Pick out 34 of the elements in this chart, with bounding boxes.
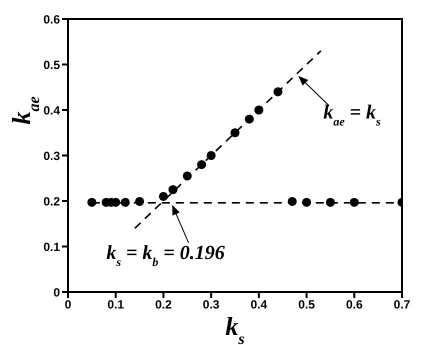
point — [254, 105, 264, 115]
point — [158, 192, 168, 201]
x-tick-label: 0.3 — [202, 298, 220, 312]
point — [273, 87, 282, 96]
x-tick-label: 0.4 — [250, 298, 268, 312]
x-tick-label: 0.2 — [155, 298, 172, 312]
point — [87, 198, 96, 207]
point — [230, 128, 240, 138]
point — [350, 198, 359, 207]
y-tick-label: 0.1 — [43, 240, 60, 254]
point — [120, 198, 130, 207]
x-tick-label: 0.1 — [107, 298, 124, 312]
y-tick-label: 0.2 — [43, 194, 60, 208]
annotation: k$_{s}$ = k$_{b}$ = 0.196 — [106, 242, 225, 269]
y-tick-label: 0.6 — [43, 12, 60, 26]
x-tick-label: 0.5 — [298, 298, 316, 312]
point — [197, 160, 206, 170]
point — [302, 198, 312, 207]
point — [182, 171, 192, 180]
x-tick-label: 0.7 — [394, 298, 411, 312]
point — [244, 114, 254, 124]
x-axis-title: k$_{s}$ — [225, 312, 245, 345]
x-tick-label: 0.6 — [346, 298, 363, 312]
y-tick-label: 0.4 — [43, 103, 60, 118]
y-tick-label: 0.3 — [43, 148, 60, 163]
y-tick-label: 0 — [53, 285, 60, 300]
point — [206, 150, 216, 160]
point — [288, 196, 297, 206]
x-tick-label: 0 — [64, 298, 72, 312]
point — [135, 196, 144, 206]
point — [326, 198, 335, 207]
point — [168, 185, 178, 194]
y-tick-label: 0.5 — [43, 58, 60, 72]
annotation: k$_{ae}$ = k$_{s}$ — [323, 102, 382, 129]
